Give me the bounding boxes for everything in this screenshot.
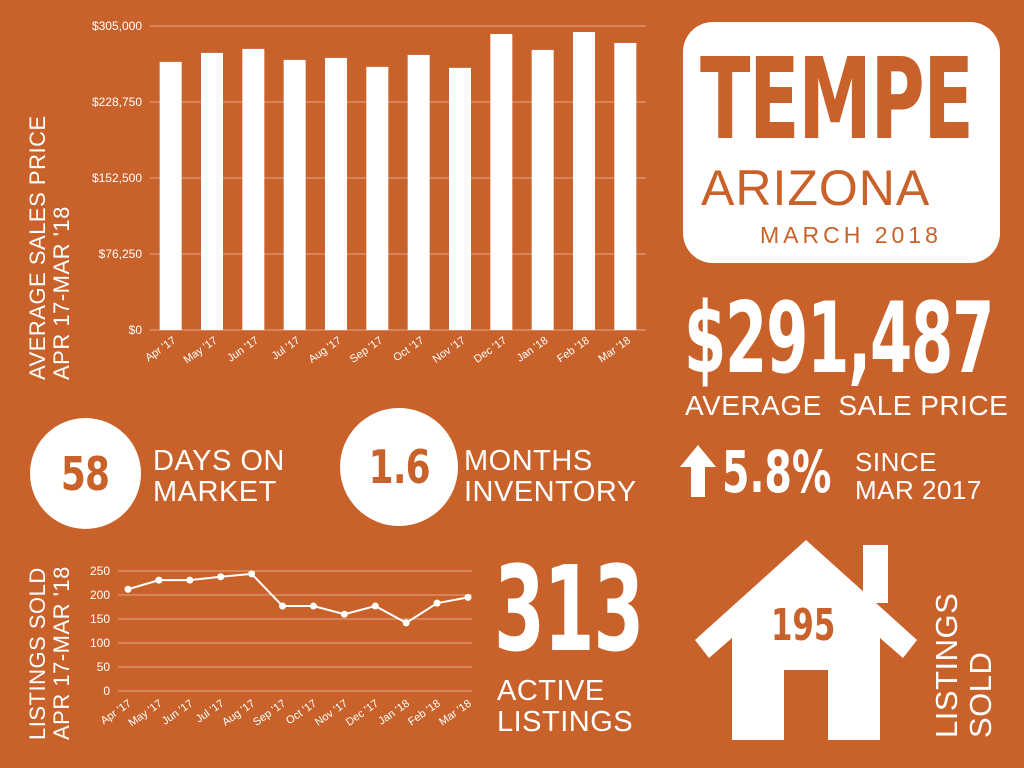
line-chart-ytick-label: 250 bbox=[90, 564, 110, 578]
bar-chart-bar bbox=[614, 42, 637, 330]
bar-chart-ylabel: AVERAGE SALES PRICE APR 17-MAR '18 bbox=[25, 115, 74, 380]
bar-chart-xtick-label: Jun '17 bbox=[225, 335, 261, 365]
days-on-market-label-line1: DAYS ON bbox=[153, 445, 285, 477]
bar-chart-bar bbox=[325, 57, 347, 330]
line-chart-point bbox=[309, 602, 317, 610]
report-date: MARCH 2018 bbox=[760, 222, 942, 248]
bar-chart-bar bbox=[407, 54, 430, 331]
line-chart-xtick-label: Jan '18 bbox=[376, 698, 412, 728]
months-inventory-badge: 1.6 bbox=[340, 408, 458, 526]
months-inventory-label: MONTHS INVENTORY bbox=[464, 446, 637, 508]
active-listings-label-line1: ACTIVE bbox=[497, 675, 605, 707]
bar-chart-xtick-label: Nov '17 bbox=[431, 335, 468, 366]
line-chart-xtick-label: Sep '17 bbox=[251, 698, 288, 729]
bar-chart-ylabel-line1: AVERAGE SALES PRICE bbox=[25, 115, 50, 380]
active-listings-label: ACTIVE LISTINGS bbox=[497, 676, 633, 738]
listings-sold-value: 195 bbox=[771, 600, 836, 651]
line-chart-point bbox=[464, 593, 472, 601]
line-chart-series-line bbox=[127, 572, 469, 624]
months-inventory-value: 1.6 bbox=[368, 440, 430, 494]
bar-chart-bar bbox=[449, 67, 471, 330]
state-title: ARIZONA bbox=[701, 160, 931, 216]
listings-sold-label-line2: SOLD bbox=[963, 651, 998, 738]
line-chart-xtick-label: Feb '18 bbox=[406, 698, 443, 729]
bar-chart: $0 $76,250 $152,500 $228,750 $305,000 Apr '17… bbox=[92, 19, 646, 367]
title-card: TEMPE ARIZONA MARCH 2018 bbox=[683, 22, 1000, 263]
line-chart-ylabel-line1: LISTINGS SOLD bbox=[25, 567, 50, 740]
active-listings-label-line2: LISTINGS bbox=[497, 706, 634, 738]
line-chart-xtick-label: Dec '17 bbox=[344, 698, 381, 729]
line-chart-ytick-label: 0 bbox=[103, 684, 110, 698]
line-chart-point bbox=[217, 573, 225, 581]
bar-chart-xtick-label: Aug '17 bbox=[307, 335, 344, 366]
average-price-label: AVERAGE SALE PRICE bbox=[685, 390, 1009, 421]
line-chart-point bbox=[433, 599, 441, 607]
bar-chart-xtick-label: May '17 bbox=[182, 335, 220, 367]
bar-chart-ytick-label: $76,250 bbox=[99, 247, 143, 261]
line-chart-point bbox=[186, 576, 194, 584]
line-chart-ytick-label: 200 bbox=[90, 588, 110, 602]
days-on-market-label: DAYS ON MARKET bbox=[153, 446, 285, 508]
line-chart-xtick-label: Oct '17 bbox=[284, 698, 319, 728]
line-chart-xtick-label: Jun '17 bbox=[160, 698, 196, 728]
line-chart-point bbox=[155, 576, 163, 584]
line-chart-point bbox=[371, 602, 379, 610]
listings-sold-label: LISTINGS SOLD bbox=[929, 592, 998, 738]
bar-chart-bar bbox=[531, 49, 554, 330]
bar-chart-bar bbox=[366, 66, 389, 330]
bar-chart-xtick-label: Oct '17 bbox=[391, 335, 426, 365]
city-title: TEMPE bbox=[700, 35, 974, 165]
line-chart-xtick-label: Aug '17 bbox=[220, 698, 257, 729]
bar-chart-xtick-label: Jul '17 bbox=[270, 335, 303, 363]
bar-chart-bar bbox=[159, 61, 182, 331]
bar-chart-xtick-label: Sep '17 bbox=[348, 335, 385, 366]
days-on-market-value: 58 bbox=[61, 446, 110, 501]
bar-chart-bar bbox=[490, 33, 513, 331]
line-chart-point bbox=[279, 602, 287, 610]
active-listings-value: 313 bbox=[494, 540, 644, 678]
line-chart-xtick-label: Mar '18 bbox=[437, 698, 474, 729]
line-chart-ytick-label: 150 bbox=[90, 612, 110, 626]
bar-chart-bar bbox=[242, 48, 265, 330]
house-icon bbox=[695, 540, 917, 740]
bar-chart-xtick-label: Dec '17 bbox=[472, 335, 509, 366]
months-inventory-label-line1: MONTHS bbox=[464, 445, 593, 477]
bar-chart-ytick-label: $0 bbox=[129, 323, 143, 337]
change-label: SINCE MAR 2017 bbox=[855, 448, 982, 504]
bar-chart-xtick-label: Jan '18 bbox=[515, 335, 551, 365]
line-chart-point bbox=[402, 619, 410, 627]
months-inventory-label-line2: INVENTORY bbox=[464, 476, 637, 508]
line-chart-point bbox=[124, 585, 132, 593]
line-chart-ylabel: LISTINGS SOLD APR 17-MAR '18 bbox=[25, 566, 74, 740]
line-chart-xtick-label: Nov '17 bbox=[313, 698, 350, 729]
bar-chart-ytick-label: $152,500 bbox=[92, 171, 142, 185]
line-chart-ytick-label: 100 bbox=[90, 636, 110, 650]
bar-chart-xtick-label: Apr '17 bbox=[143, 335, 178, 365]
change-label-line2: MAR 2017 bbox=[855, 475, 982, 505]
days-on-market-label-line2: MARKET bbox=[153, 476, 277, 508]
bar-chart-bar bbox=[573, 31, 595, 331]
line-chart-xtick-label: May '17 bbox=[126, 698, 164, 730]
line-chart-ytick-label: 50 bbox=[97, 660, 111, 674]
line-chart-point bbox=[248, 570, 256, 578]
average-price-value: $291,487 bbox=[684, 282, 994, 396]
bar-chart-bar bbox=[201, 52, 223, 331]
bar-chart-ytick-label: $305,000 bbox=[92, 19, 142, 33]
bar-chart-xtick-label: Feb '18 bbox=[555, 335, 592, 366]
arrow-up-icon bbox=[680, 445, 716, 497]
change-label-line1: SINCE bbox=[855, 447, 937, 477]
line-chart-point bbox=[340, 610, 348, 618]
bar-chart-xtick-label: Mar '18 bbox=[596, 335, 633, 366]
listings-sold-label-line1: LISTINGS bbox=[929, 592, 964, 738]
bar-chart-ytick-label: $228,750 bbox=[92, 95, 142, 109]
days-on-market-badge: 58 bbox=[30, 418, 141, 529]
change-value: 5.8% bbox=[722, 438, 832, 506]
bar-chart-bar bbox=[283, 59, 306, 331]
